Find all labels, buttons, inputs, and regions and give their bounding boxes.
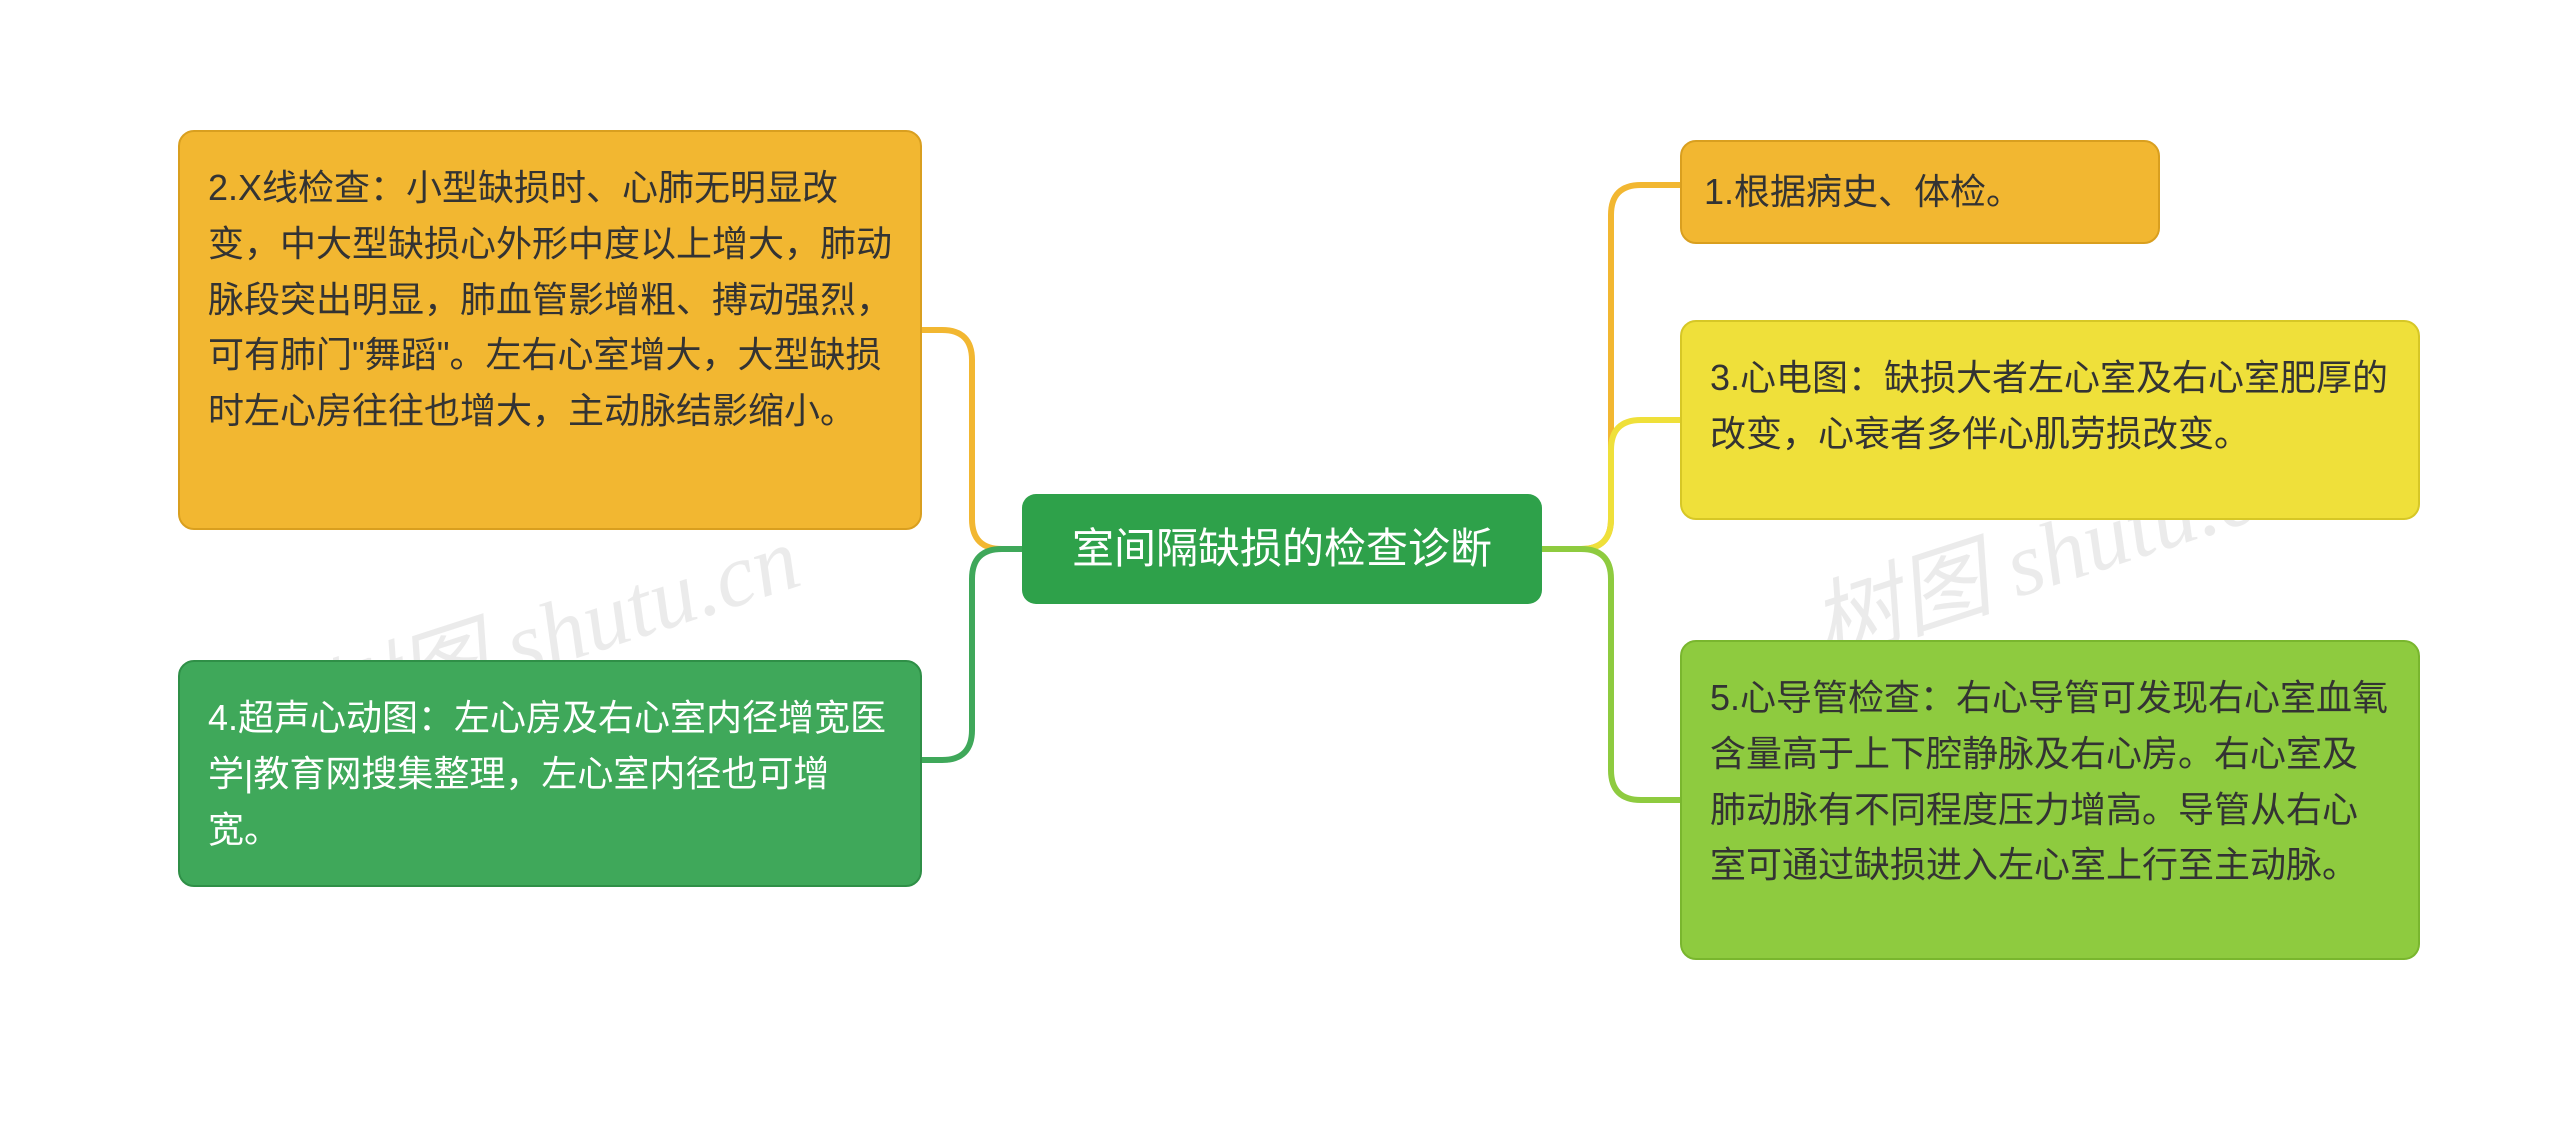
mindmap-canvas: { "canvas": { "width": 2560, "height": 1…: [0, 0, 2560, 1146]
connector: [922, 549, 1022, 760]
mindmap-branch-node[interactable]: 5.心导管检查：右心导管可发现右心室血氧含量高于上下腔静脉及右心房。右心室及肺动…: [1680, 640, 2420, 960]
connector: [1542, 185, 1680, 549]
mindmap-branch-node[interactable]: 3.心电图：缺损大者左心室及右心室肥厚的改变，心衰者多伴心肌劳损改变。: [1680, 320, 2420, 520]
mindmap-branch-node[interactable]: 4.超声心动图：左心房及右心室内径增宽医学|教育网搜集整理，左心室内径也可增宽。: [178, 660, 922, 887]
mindmap-root-node[interactable]: 室间隔缺损的检查诊断: [1022, 494, 1542, 604]
connector: [1542, 420, 1680, 549]
mindmap-branch-node[interactable]: 1.根据病史、体检。: [1680, 140, 2160, 244]
connector: [922, 330, 1022, 549]
mindmap-branch-node[interactable]: 2.X线检查：小型缺损时、心肺无明显改变，中大型缺损心外形中度以上增大，肺动脉段…: [178, 130, 922, 530]
connector: [1542, 549, 1680, 800]
